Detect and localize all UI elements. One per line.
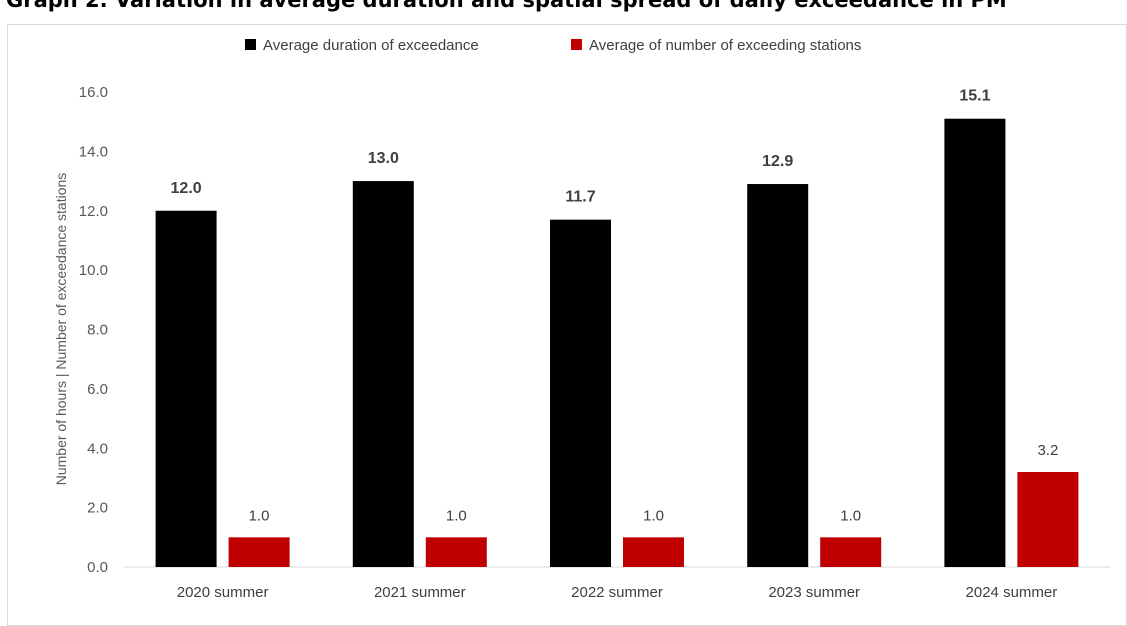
bar-series-2	[1017, 472, 1079, 567]
data-label: 3.2	[1037, 442, 1058, 459]
y-tick-label: 8.0	[87, 322, 108, 339]
y-tick-label: 16.0	[79, 84, 108, 101]
data-label: 12.0	[171, 180, 202, 197]
legend-swatch-1	[245, 39, 256, 50]
x-tick-label: 2021 summer	[374, 584, 466, 601]
bar-series-1	[155, 210, 217, 567]
x-tick-label: 2022 summer	[571, 584, 663, 601]
bar-series-1	[352, 181, 414, 567]
y-axis-label: Number of hours | Number of exceedance s…	[53, 173, 69, 486]
data-label: 1.0	[249, 507, 270, 524]
y-tick-label: 2.0	[87, 500, 108, 517]
data-label: 1.0	[643, 507, 664, 524]
x-tick-label: 2020 summer	[177, 584, 269, 601]
y-tick-label: 14.0	[79, 143, 108, 160]
legend-swatch-2	[571, 39, 582, 50]
y-tick-label: 12.0	[79, 203, 108, 220]
data-label: 13.0	[368, 150, 399, 167]
y-tick-label: 6.0	[87, 381, 108, 398]
data-label: 12.9	[762, 153, 793, 170]
bars: 12.0 1.0 13.0 1.0 11.7 1.0 12.9 1.0 15.1 3.2	[155, 88, 1079, 567]
bar-series-1	[747, 184, 809, 567]
bar-series-2	[820, 537, 882, 567]
data-label: 1.0	[840, 507, 861, 524]
x-axis: 2020 summer 2021 summer 2022 summer 2023 su…	[177, 584, 1058, 601]
bar-series-2	[425, 537, 487, 567]
figure-caption: Graph 2. Variation in average duration a…	[6, 0, 1007, 12]
bar-series-1	[944, 118, 1006, 567]
bar-series-2	[228, 537, 290, 567]
data-label: 11.7	[565, 189, 595, 206]
bar-series-1	[550, 219, 611, 567]
y-tick-label: 10.0	[79, 262, 108, 279]
legend: Average duration of exceedance Average of…	[245, 37, 861, 54]
legend-label-2: Average of number of exceeding stations	[589, 37, 861, 54]
legend-label-1: Average duration of exceedance	[263, 37, 479, 54]
data-label: 15.1	[959, 88, 990, 105]
x-tick-label: 2024 summer	[966, 584, 1058, 601]
data-label: 1.0	[446, 507, 467, 524]
bar-series-2	[623, 537, 684, 567]
y-tick-label: 4.0	[87, 440, 108, 457]
x-tick-label: 2023 summer	[768, 584, 860, 601]
y-tick-label: 0.0	[87, 559, 108, 576]
